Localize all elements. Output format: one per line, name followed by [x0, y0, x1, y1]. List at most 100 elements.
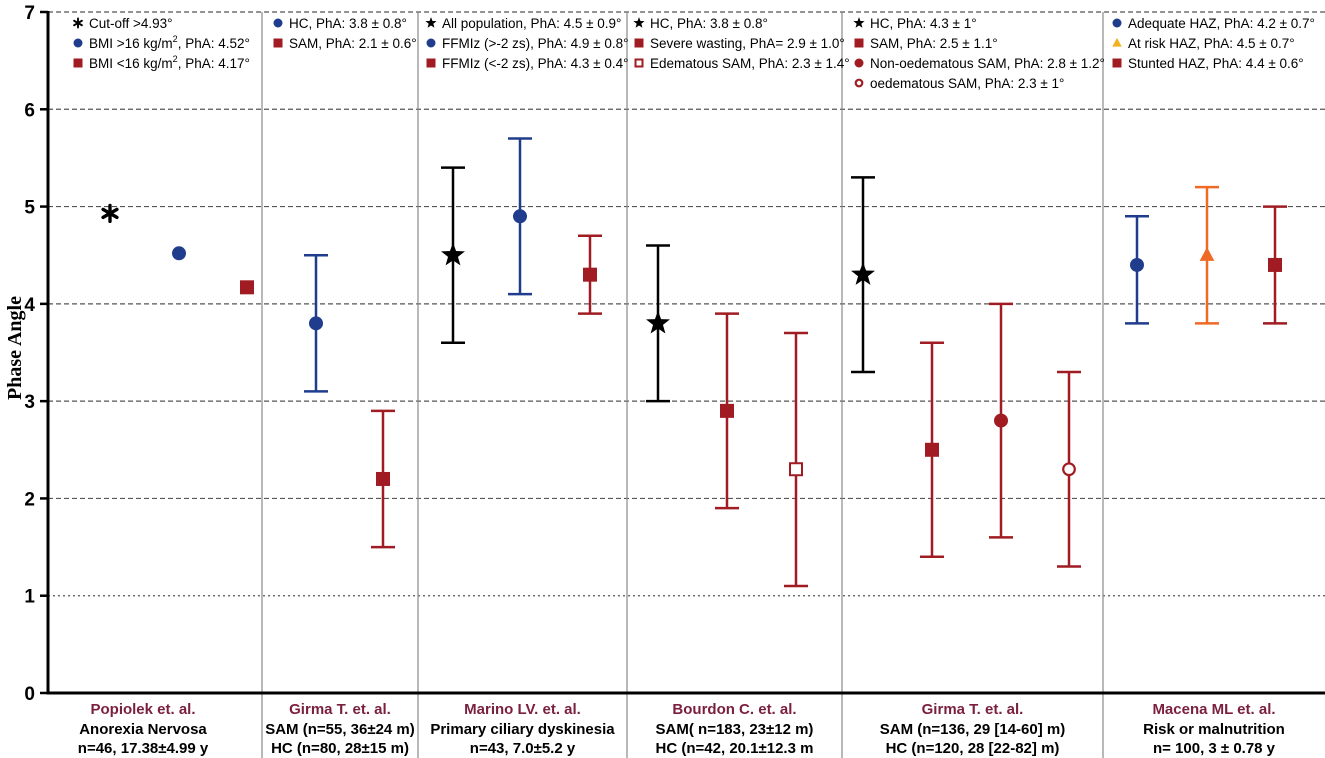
legend-text-macena-0: Adequate HAZ, PhA: 4.2 ± 0.7° [1128, 16, 1315, 31]
point-bourdon-hc [646, 310, 670, 334]
point-macena-adequate-haz [1130, 257, 1144, 272]
legend-marker-macena-1 [1112, 37, 1122, 47]
group-separators [261, 12, 1104, 758]
group-subtitle-girma1-0: SAM (n=55, 36±24 m) [265, 721, 415, 738]
legend-marker-girma2-3 [854, 78, 864, 88]
legend-macena: Adequate HAZ, PhA: 4.2 ± 0.7° At risk HAZ… [1112, 16, 1315, 71]
group-subtitle-girma2-1: HC (n=120, 28 [22-82] m) [886, 740, 1060, 757]
group-title-girma2: Girma T. et. al. [922, 701, 1024, 718]
legend-text-macena-1: At risk HAZ, PhA: 4.5 ± 0.7° [1128, 36, 1295, 51]
legend-marker-marino-2 [426, 58, 436, 68]
group-labels: Popiolek et. al. Anorexia Nervosa n=46, 17… [78, 701, 1285, 757]
legend-marker-girma1-1 [273, 38, 283, 48]
point-marino-ffmiz-2-zs [513, 209, 527, 224]
legend-text-girma2-1: SAM, PhA: 2.5 ± 1.1° [870, 36, 998, 51]
group-subtitle-popiolek-1: n=46, 17.38±4.99 y [78, 740, 209, 757]
legend-marker-marino-0 [425, 17, 437, 28]
point-girma2-non-oedematous-sam [994, 413, 1008, 428]
y-tick-label-0: 0 [24, 684, 35, 705]
y-tick-label-4: 4 [24, 295, 35, 316]
legend-marker-bourdon-1 [634, 38, 644, 48]
legend-marker-marino-1 [426, 38, 436, 48]
point-popiolek-bmi-16-kg-m2 [240, 280, 254, 295]
group-subtitle-macena-0: Risk or malnutrition [1143, 721, 1285, 738]
group-title-macena: Macena ML et. al. [1152, 701, 1275, 718]
y-tick-label-2: 2 [24, 489, 35, 510]
y-tick-label-6: 6 [24, 100, 35, 121]
group-label-girma1: Girma T. et. al. SAM (n=55, 36±24 m) HC (n… [265, 701, 415, 757]
group-subtitle-girma1-1: HC (n=80, 28±15 m) [271, 740, 409, 757]
group-subtitle-marino-0: Primary ciliary dyskinesia [430, 721, 615, 738]
legends: Cut-off >4.93° BMI >16 kg/m2, PhA: 4.52° B… [73, 16, 1315, 91]
legend-text-bourdon-0: HC, PhA: 3.8 ± 0.8° [650, 16, 768, 31]
y-axis-label: Phase Angle [4, 296, 26, 400]
point-popiolek-bmi-16-kg-m2 [172, 246, 186, 261]
group-title-marino: Marino LV. et. al. [464, 701, 581, 718]
group-marino [441, 137, 602, 345]
data-points [101, 137, 1287, 588]
group-macena [1125, 185, 1287, 325]
group-subtitle-bourdon-0: SAM( n=183, 23±12 m) [656, 721, 814, 738]
group-title-bourdon: Bourdon C. et. al. [672, 701, 796, 718]
legend-text-girma1-0: HC, PhA: 3.8 ± 0.8° [289, 16, 407, 31]
group-title-girma1: Girma T. et. al. [289, 701, 391, 718]
legend-text-bourdon-1: Severe wasting, PhA= 2.9 ± 1.0° [650, 36, 845, 51]
y-tick-label-7: 7 [24, 3, 35, 24]
group-subtitle-macena-1: n= 100, 3 ± 0.78 y [1153, 740, 1276, 757]
legend-text-bourdon-2: Edematous SAM, PhA: 2.3 ± 1.4° [650, 56, 850, 71]
legend-text-popiolek-1: BMI >16 kg/m2, PhA: 4.52° [89, 34, 250, 51]
legend-text-marino-0: All population, PhA: 4.5 ± 0.9° [442, 16, 621, 31]
point-popiolek-cut-off [101, 203, 119, 224]
legend-marker-girma2-2 [854, 58, 864, 68]
group-subtitle-popiolek-0: Anorexia Nervosa [79, 721, 207, 738]
legend-marker-girma1-0 [273, 18, 283, 28]
point-girma1-hc [309, 316, 323, 331]
grid-lines [48, 11, 1325, 597]
group-subtitle-girma2-0: SAM (n=136, 29 [14-60] m) [880, 721, 1066, 738]
y-tick-label-5: 5 [24, 198, 35, 219]
legend-text-popiolek-0: Cut-off >4.93° [89, 16, 173, 31]
legend-marker-girma2-0 [853, 17, 865, 28]
legend-marker-macena-2 [1112, 58, 1122, 68]
point-marino-ffmiz-2-zs [583, 267, 597, 282]
group-label-popiolek: Popiolek et. al. Anorexia Nervosa n=46, 17… [78, 701, 209, 757]
error-bar-bourdon-edematous-sam [784, 331, 808, 588]
point-girma1-sam [376, 471, 390, 486]
legend-marker-girma2-1 [854, 38, 864, 48]
group-label-marino: Marino LV. et. al. Primary ciliary dyskin… [430, 701, 615, 757]
legend-marker-bourdon-0 [633, 17, 645, 28]
y-axis: 0 1 2 3 4 5 6 7 [24, 3, 1325, 705]
point-marino-all-population [441, 242, 465, 266]
group-girma2 [851, 176, 1081, 568]
legend-marker-bourdon-2 [634, 58, 644, 68]
legend-text-marino-2: FFMIz (<-2 zs), PhA: 4.3 ± 0.4° [442, 56, 628, 71]
point-macena-stunted-haz [1268, 257, 1282, 272]
legend-text-macena-2: Stunted HAZ, PhA: 4.4 ± 0.6° [1128, 56, 1304, 71]
point-girma2-hc [851, 262, 875, 285]
legend-marker-macena-0 [1112, 18, 1122, 28]
legend-bourdon: HC, PhA: 3.8 ± 0.8° Severe wasting, PhA= … [633, 16, 850, 71]
group-label-girma2: Girma T. et. al. SAM (n=136, 29 [14-60] m… [880, 701, 1066, 757]
legend-girma1: HC, PhA: 3.8 ± 0.8° SAM, PhA: 2.1 ± 0.6° [273, 16, 417, 51]
legend-text-girma2-3: oedematous SAM, PhA: 2.3 ± 1° [870, 76, 1064, 91]
point-macena-at-risk-haz [1199, 247, 1215, 261]
legend-text-popiolek-2: BMI <16 kg/m2, PhA: 4.17° [89, 54, 250, 71]
point-girma2-sam [925, 442, 939, 457]
point-bourdon-severe-wasting [720, 403, 734, 418]
legend-text-marino-1: FFMIz (>-2 zs), PhA: 4.9 ± 0.8° [442, 36, 628, 51]
group-bourdon [646, 244, 808, 588]
legend-text-girma2-2: Non-oedematous SAM, PhA: 2.8 ± 1.2° [870, 56, 1105, 71]
y-tick-label-1: 1 [24, 587, 35, 608]
group-label-macena: Macena ML et. al. Risk or malnutrition n= … [1143, 701, 1285, 757]
legend-girma2: HC, PhA: 4.3 ± 1° SAM, PhA: 2.5 ± 1.1° Non… [853, 16, 1105, 91]
legend-marker-popiolek-0 [73, 17, 83, 29]
y-tick-label-3: 3 [24, 392, 35, 413]
legend-marker-popiolek-1 [73, 38, 83, 48]
group-popiolek [101, 203, 254, 295]
legend-popiolek: Cut-off >4.93° BMI >16 kg/m2, PhA: 4.52° B… [73, 16, 250, 71]
legend-text-girma2-0: HC, PhA: 4.3 ± 1° [870, 16, 977, 31]
legend-marker-popiolek-2 [73, 58, 83, 68]
group-girma1 [304, 253, 395, 549]
point-bourdon-edematous-sam [789, 462, 803, 477]
